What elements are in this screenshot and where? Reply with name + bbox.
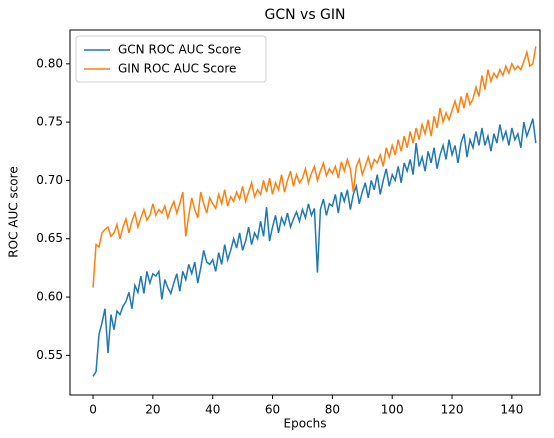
legend-box: [75, 35, 267, 83]
x-tick-label: 0: [89, 403, 97, 417]
x-tick-label: 100: [381, 403, 404, 417]
y-tick-label: 0.55: [36, 348, 63, 362]
x-tick-label: 120: [441, 403, 464, 417]
y-tick-label: 0.75: [36, 115, 63, 129]
x-tick-label: 140: [500, 403, 523, 417]
data-line: [92, 46, 537, 288]
y-tick-label: 0.65: [36, 231, 63, 245]
y-tick-label: 0.60: [36, 290, 63, 304]
x-tick-label: 40: [205, 403, 220, 417]
x-axis-label: Epochs: [284, 417, 327, 431]
x-tick-label: 60: [265, 403, 280, 417]
legend-label: GCN ROC AUC Score: [118, 43, 241, 57]
legend-label: GIN ROC AUC Score: [118, 62, 236, 76]
y-tick-label: 0.80: [36, 56, 63, 70]
data-line: [92, 118, 537, 377]
x-tick-label: 20: [145, 403, 160, 417]
plot-frame: [69, 29, 541, 396]
chart-title: GCN vs GIN: [264, 7, 345, 23]
x-tick-label: 80: [325, 403, 340, 417]
y-axis-label: ROC AUC score: [7, 166, 21, 257]
y-tick-label: 0.70: [36, 173, 63, 187]
